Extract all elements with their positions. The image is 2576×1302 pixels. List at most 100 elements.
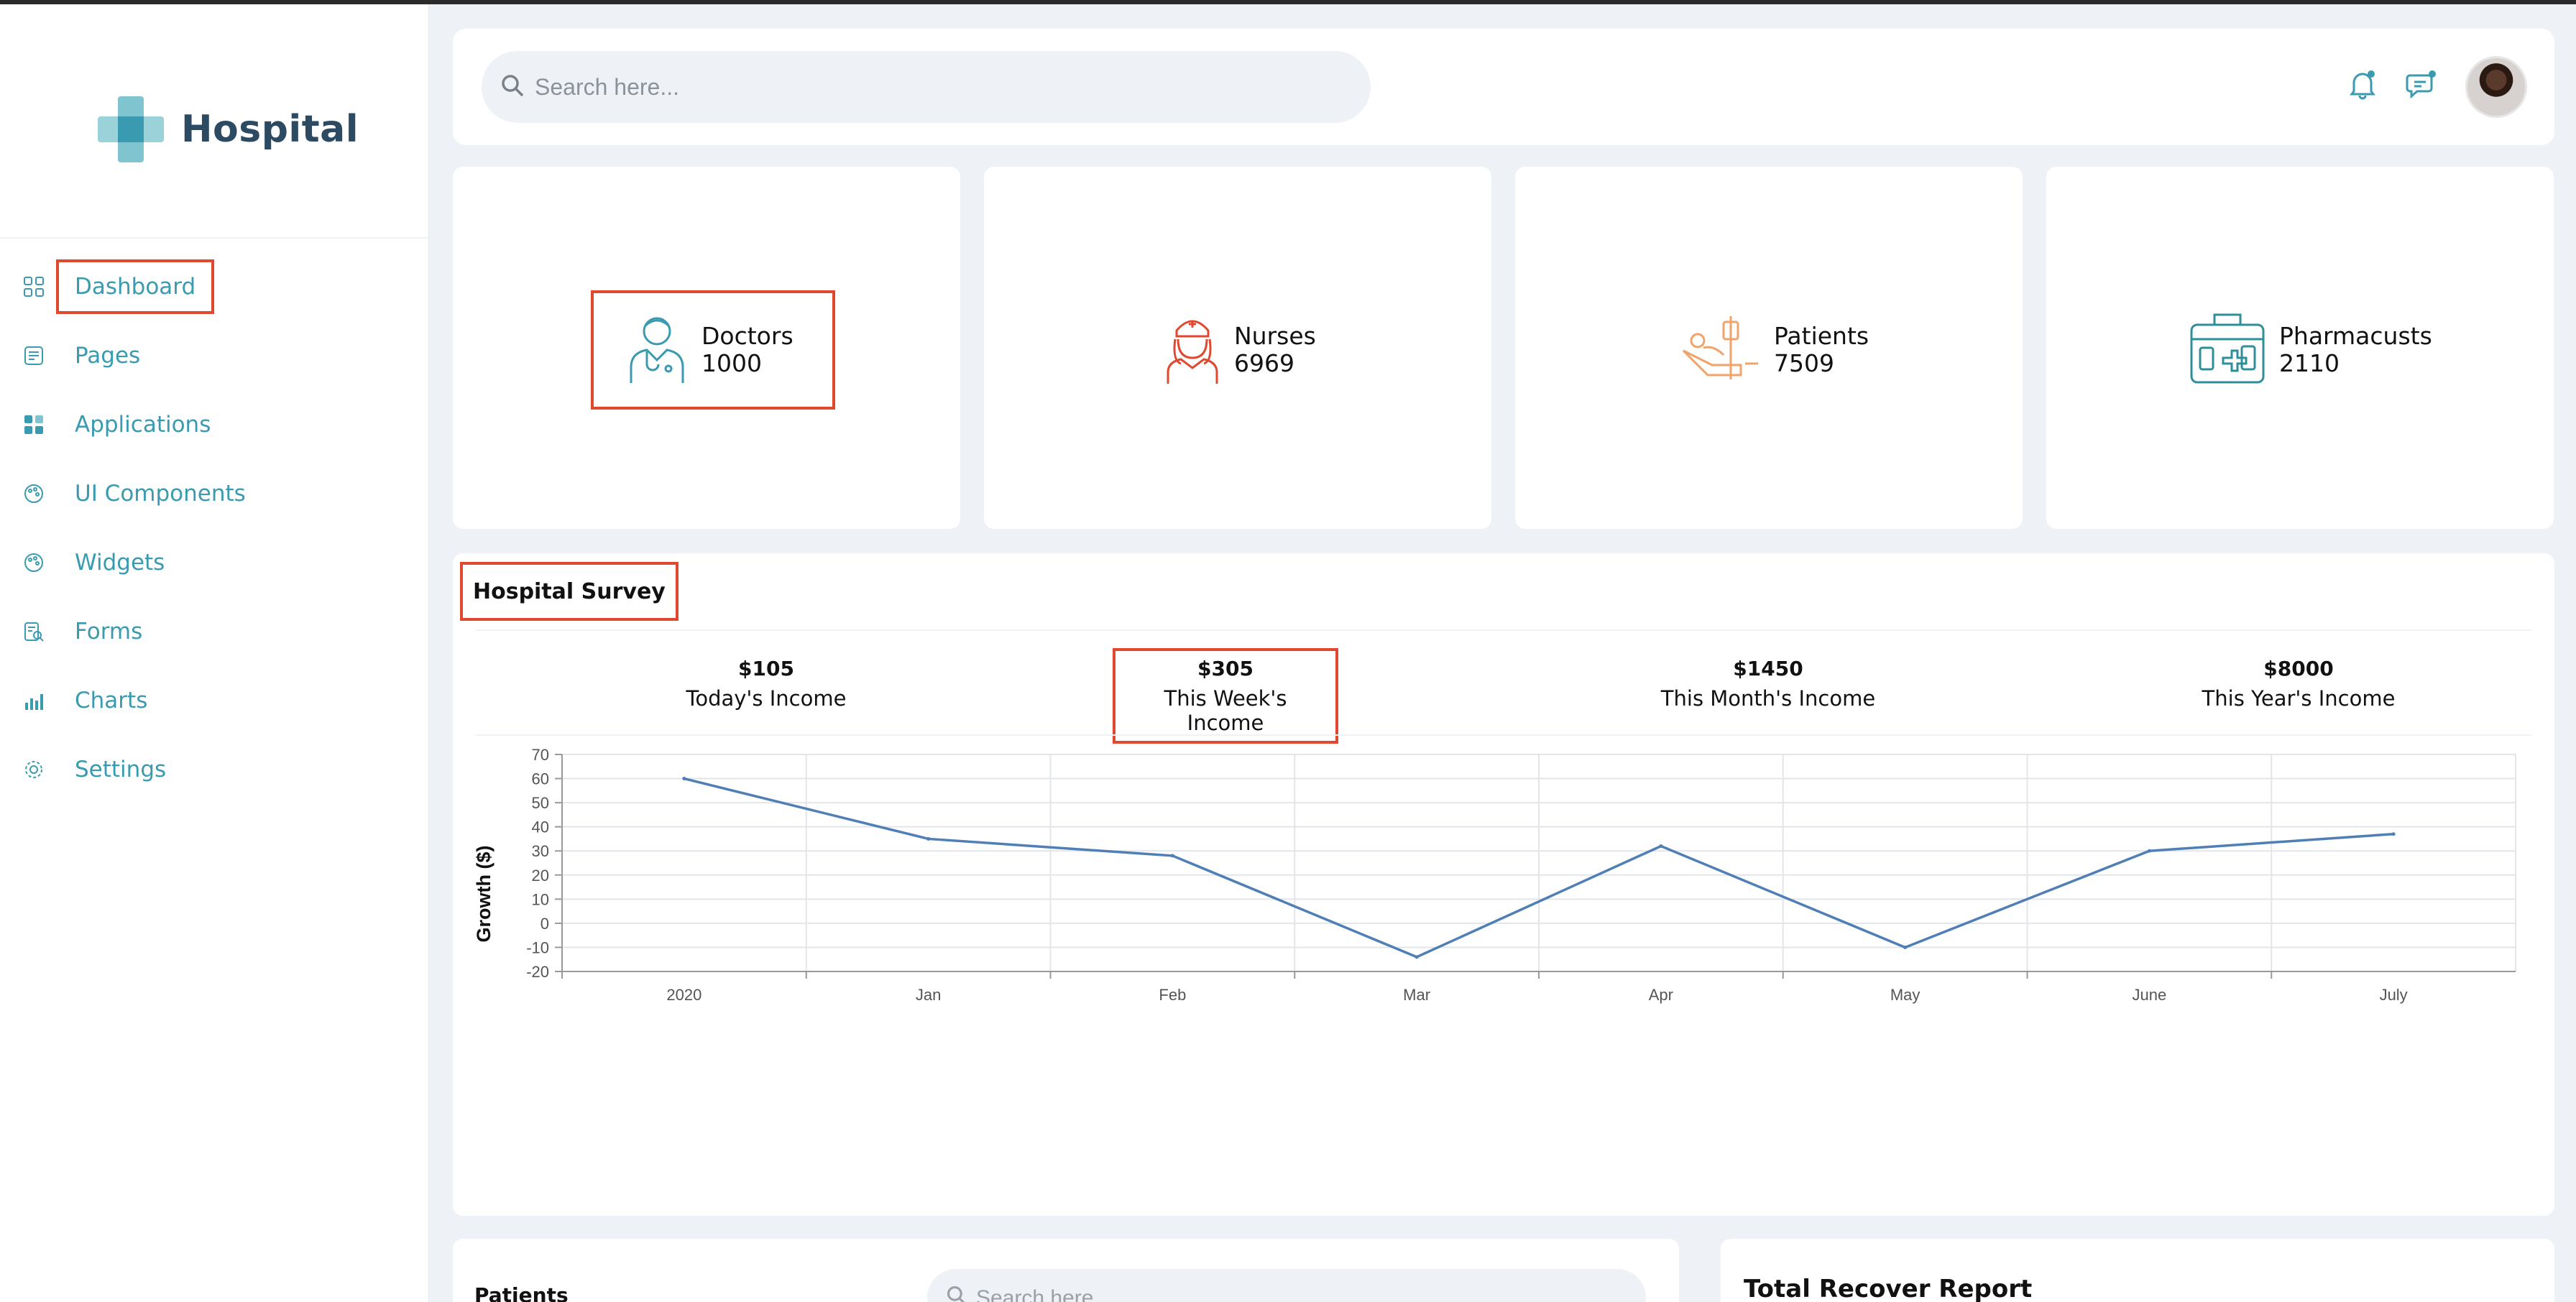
growth-line-chart: 70 60 50 40 30 20 10 0 -10 -20 2020 Jan Feb Mar Apr Ma… [473, 747, 2516, 1004]
y-tick-label: 30 [532, 842, 549, 860]
sidebar-item-pages[interactable]: Pages [0, 321, 429, 390]
stat-card-nurses[interactable]: Nurses 6969 [984, 167, 1491, 529]
sidebar-item-label: Charts [75, 688, 148, 714]
stat-card-pharmacusts[interactable]: Pharmacusts 2110 [2046, 167, 2554, 529]
income-year: $8000 This Year's Income [2176, 657, 2421, 711]
income-label: This Week's Income [1164, 686, 1287, 735]
bell-icon[interactable] [2345, 66, 2380, 102]
stat-label: Nurses [1234, 321, 1316, 350]
search-bar[interactable] [482, 51, 1371, 123]
stat-value: 1000 [702, 349, 762, 377]
sidebar-item-settings[interactable]: Settings [0, 735, 429, 804]
window-top-border [0, 0, 2576, 4]
data-point [1903, 945, 1908, 949]
top-bar [453, 29, 2554, 145]
form-search-icon [22, 619, 46, 644]
patients-card: Patients Search here... [453, 1239, 1679, 1302]
y-tick-label: 70 [532, 747, 549, 764]
income-amount: $105 [738, 657, 794, 680]
y-tick-label: 40 [532, 818, 549, 836]
x-tick-label: Mar [1403, 986, 1430, 1004]
data-point [682, 777, 686, 781]
data-point [1414, 955, 1419, 959]
doctor-icon [625, 311, 689, 389]
sidebar-divider [0, 237, 429, 239]
sidebar-item-charts[interactable]: Charts [0, 666, 429, 735]
search-input[interactable] [535, 73, 1325, 101]
stat-value: 6969 [1234, 348, 1294, 377]
gear-icon [22, 757, 46, 782]
patient-bed-icon [1680, 313, 1761, 386]
data-point [2391, 832, 2396, 836]
income-amount: $1450 [1733, 657, 1803, 680]
sidebar-nav: Dashboard Pages Applications [0, 252, 429, 804]
sidebar: Hospital Dashboard Pages [0, 4, 429, 1302]
income-amount: $305 [1197, 657, 1254, 680]
apps-icon [22, 412, 46, 437]
income-label: This Month's Income [1660, 686, 1876, 711]
sidebar-item-applications[interactable]: Applications [0, 390, 429, 459]
x-tick-label: 2020 [666, 986, 702, 1004]
x-tick-label: Jan [916, 986, 941, 1004]
series-line [684, 777, 2394, 959]
income-label: This Year's Income [2202, 686, 2396, 711]
brand-name: Hospital [181, 108, 359, 151]
survey-title: Hospital Survey [460, 562, 678, 621]
chart-y-axis-label: Growth ($) [473, 846, 494, 943]
hospital-cross-icon [96, 95, 165, 164]
stat-patients: Patients 7509 [1680, 313, 1869, 386]
stat-card-patients[interactable]: Patients 7509 [1515, 167, 2023, 529]
patients-search[interactable]: Search here... [927, 1269, 1646, 1302]
patients-title: Patients [474, 1283, 569, 1302]
stat-doctors: Doctors 1000 [591, 290, 835, 410]
brand-logo[interactable]: Hospital [96, 92, 359, 167]
y-tick-label: 10 [532, 890, 549, 908]
sidebar-item-label: Dashboard [55, 259, 215, 314]
x-tick-label: May [1890, 986, 1920, 1004]
search-icon [500, 73, 525, 101]
x-tick-label: July [2380, 986, 2408, 1004]
stat-label: Patients [1774, 321, 1869, 350]
stat-label: Pharmacusts [2279, 321, 2432, 350]
grid-icon [22, 274, 46, 299]
divider [476, 734, 2531, 736]
sidebar-item-widgets[interactable]: Widgets [0, 528, 429, 597]
recover-title: Total Recover Report [1744, 1275, 2033, 1302]
y-tick-label: 0 [540, 915, 549, 933]
sidebar-item-dashboard[interactable]: Dashboard [0, 252, 429, 321]
data-point [926, 836, 931, 841]
stat-nurses: Nurses 6969 [1164, 310, 1316, 389]
income-amount: $8000 [2263, 657, 2334, 680]
income-label: Today's Income [686, 686, 847, 711]
income-today: $105 Today's Income [644, 657, 888, 711]
x-tick-label: Apr [1649, 986, 1673, 1004]
data-point [1170, 854, 1174, 858]
stat-pharmacusts: Pharmacusts 2110 [2189, 310, 2432, 389]
sidebar-item-label: Settings [75, 757, 167, 782]
sidebar-item-forms[interactable]: Forms [0, 597, 429, 666]
stat-label: Doctors [702, 322, 794, 350]
income-week: $305 This Week's Income [1113, 648, 1338, 744]
x-tick-label: Feb [1159, 986, 1186, 1004]
medicine-box-icon [2189, 310, 2266, 389]
data-point [1659, 844, 1663, 849]
data-point [2147, 849, 2151, 853]
search-icon [946, 1285, 967, 1302]
chat-icon[interactable] [2404, 66, 2439, 102]
stat-card-doctors[interactable]: Doctors 1000 [453, 167, 960, 529]
y-tick-label: 50 [532, 794, 549, 812]
sidebar-item-label: Forms [75, 619, 143, 645]
sidebar-item-ui-components[interactable]: UI Components [0, 459, 429, 528]
sidebar-item-label: Widgets [75, 550, 165, 576]
total-recover-report-card: Total Recover Report [1721, 1239, 2554, 1302]
sidebar-item-label: Pages [75, 343, 141, 369]
y-tick-label: -20 [526, 963, 549, 981]
avatar[interactable] [2465, 56, 2527, 118]
income-month: $1450 This Month's Income [1646, 657, 1890, 711]
y-tick-label: -10 [526, 938, 549, 956]
sidebar-item-label: UI Components [75, 481, 246, 507]
stat-value: 7509 [1774, 348, 1834, 377]
y-tick-label: 60 [532, 770, 549, 788]
hospital-survey-card: Hospital Survey $105 Today's Income $305… [453, 553, 2554, 1216]
divider [476, 629, 2531, 631]
